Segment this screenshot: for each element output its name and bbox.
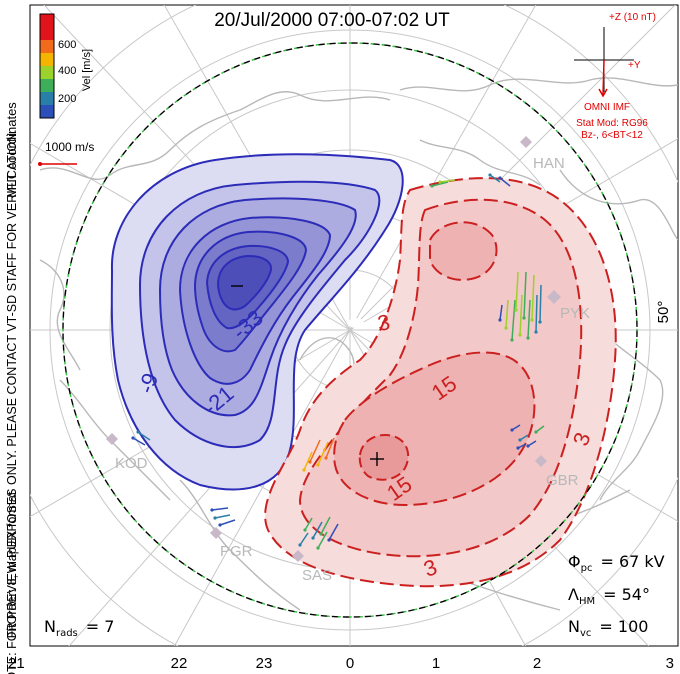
mlt-tick-2: 2 [533, 655, 541, 672]
stat-nvc-sub: vc [580, 628, 591, 639]
imf-model-line2: Bz-, 6<BT<12 [581, 130, 643, 141]
stat-lambda-value: = 54° [603, 585, 650, 604]
mlt-tick-23: 23 [256, 655, 273, 672]
imf-source: OMNI IMF [584, 102, 630, 113]
fit-order-note: FitOrder: 8, mapEX format [5, 491, 19, 638]
stat-phi-pc: Φpc = 67 kV [568, 552, 665, 574]
colorbar-tick-200: 200 [58, 93, 76, 105]
positive-potential-cell [264, 177, 617, 588]
colorbar-swatch-3 [40, 40, 54, 53]
station-marker-pgr [210, 527, 222, 539]
mlt-tick-21: 21 [8, 655, 25, 672]
station-label-kod: KOD [115, 455, 148, 472]
station-marker-gbr [535, 455, 547, 467]
velocity-vectors [131, 173, 545, 550]
station-marker-pyk [547, 290, 561, 304]
vectors-kod [131, 430, 151, 446]
station-label-gbr: GBR [546, 472, 579, 489]
stat-nrads-sub: rads [56, 628, 78, 639]
vectors-gbr [510, 424, 545, 450]
station-labels: HAN PYK KOD GBR PGR SAS [115, 155, 590, 584]
colorbar-title: Vel [m/s] [81, 49, 93, 91]
map-title: 20/Jul/2000 07:00-07:02 UT [214, 10, 450, 31]
stat-lambda-hm: ΛHM = 54° [568, 585, 650, 607]
vectors-sas [298, 516, 339, 550]
vectors-han [430, 173, 511, 188]
vectors-pgr [210, 507, 236, 527]
negative-potential-cell [110, 153, 404, 491]
stat-phi-value: = 67 kV [600, 552, 664, 571]
stat-nvc-symbol: N [568, 617, 580, 636]
colorbar-swatch-2 [40, 27, 54, 40]
colorbar-tick-400: 400 [58, 65, 76, 77]
station-label-pgr: PGR [220, 543, 253, 560]
velocity-scale: 1000 m/s [38, 140, 94, 166]
velocity-scale-label: 1000 m/s [45, 140, 94, 154]
imf-model-line1: Stat Mod: RG96 [576, 118, 648, 129]
colorbar-swatch-8 [40, 105, 54, 118]
colorbar-swatch-6 [40, 79, 54, 92]
vectors-pyk [498, 271, 542, 342]
colorbar-swatch-1 [40, 14, 54, 27]
station-label-han: HAN [533, 155, 565, 172]
mlt-axis: 21 22 23 0 1 2 3 [8, 655, 674, 672]
data-gap [348, 318, 364, 328]
station-markers [106, 136, 561, 562]
colorbar-swatch-5 [40, 66, 54, 79]
mlt-tick-1: 1 [432, 655, 440, 672]
contour-label-pos-3a: 3 [376, 309, 392, 336]
heppner-maynard-boundary-green [62, 42, 638, 618]
latitude-label: 50° [655, 301, 672, 324]
velocity-colorbar: 600 400 200 Vel [m/s] [39, 13, 93, 119]
stat-nrads: Nrads = 7 [44, 617, 114, 639]
vectors-dusk [302, 437, 335, 472]
station-label-pyk: PYK [560, 305, 590, 322]
station-label-sas: SAS [302, 567, 332, 584]
imf-y-label: +Y [628, 60, 641, 71]
preview-note: NOTE: FOR PREVIEW PURPOSES ONLY. PLEASE … [5, 129, 19, 674]
mlt-tick-3: 3 [666, 655, 674, 672]
imf-indicator: +Z (10 nT) +Y OMNI IMF Stat Mod: RG96 Bz… [574, 12, 656, 141]
stat-nrads-value: = 7 [86, 617, 115, 636]
mlt-tick-0: 0 [346, 655, 354, 672]
stat-nvc: Nvc = 100 [568, 617, 648, 639]
map-stats: Φpc = 67 kV ΛHM = 54° Nvc = 100 Nrads = 7 [44, 552, 665, 639]
station-marker-kod [106, 433, 118, 445]
stat-nvc-value: = 100 [599, 617, 648, 636]
colorbar-tick-600: 600 [58, 39, 76, 51]
station-marker-sas [292, 550, 304, 562]
coord-label: MLT coordinates [4, 102, 19, 198]
stat-lambda-symbol: Λ [568, 585, 579, 604]
colorbar-swatch-7 [40, 92, 54, 105]
colorbar-swatch-4 [40, 53, 54, 66]
imf-z-label: +Z (10 nT) [609, 12, 656, 23]
stat-phi-symbol: Φ [568, 552, 581, 571]
stat-nrads-symbol: N [44, 617, 56, 636]
stat-phi-sub: pc [581, 563, 593, 574]
stat-lambda-sub: HM [579, 596, 595, 607]
station-marker-han [520, 136, 532, 148]
mlt-tick-22: 22 [171, 655, 188, 672]
